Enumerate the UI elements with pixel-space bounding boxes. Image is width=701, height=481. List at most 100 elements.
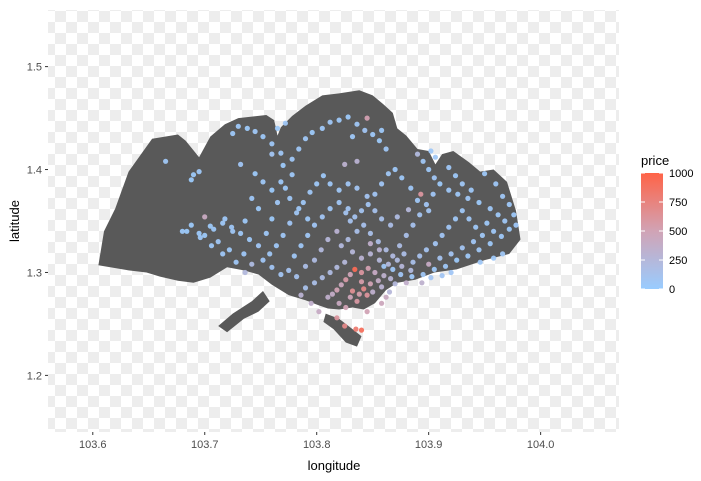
data-point: [342, 323, 348, 329]
data-point: [244, 125, 250, 131]
legend-tick-label: 750: [669, 197, 687, 209]
points-layer: [163, 114, 519, 333]
data-point: [399, 175, 405, 181]
data-point: [506, 226, 512, 232]
data-point: [280, 232, 286, 238]
data-point: [381, 263, 387, 269]
legend-ticks: 0 250 500 750 1000: [641, 168, 693, 296]
legend-tick-label: 500: [669, 226, 687, 238]
data-point: [354, 228, 360, 234]
data-point: [345, 181, 351, 187]
data-point: [390, 253, 396, 259]
data-point: [358, 269, 365, 276]
data-point: [298, 292, 304, 298]
x-axis-title: longitude: [308, 458, 361, 473]
data-point: [367, 241, 373, 247]
data-point: [235, 123, 241, 129]
data-point: [365, 265, 371, 271]
legend-tick-label: 1000: [669, 168, 693, 180]
data-point: [230, 130, 236, 137]
data-point: [347, 218, 353, 224]
data-point: [477, 259, 483, 265]
legend-tick-label: 250: [669, 255, 687, 267]
data-point: [311, 222, 318, 228]
data-point: [468, 187, 474, 193]
data-point: [448, 251, 454, 257]
data-point: [238, 230, 244, 236]
data-point: [466, 216, 472, 222]
data-point: [354, 185, 360, 191]
data-point: [208, 243, 215, 249]
data-point: [423, 247, 429, 253]
data-point: [511, 212, 517, 218]
data-point: [430, 191, 436, 197]
data-point: [327, 181, 333, 187]
data-point: [334, 228, 340, 234]
data-point: [358, 327, 365, 333]
data-point: [207, 223, 213, 229]
data-point: [338, 243, 344, 249]
data-point: [249, 195, 255, 201]
y-tick-label: 1.4: [27, 165, 42, 177]
data-point: [296, 206, 302, 212]
data-point: [364, 193, 370, 199]
x-tick-label: 104.0: [527, 439, 555, 451]
data-point: [238, 161, 244, 167]
x-tick-label: 103.7: [191, 439, 219, 451]
data-point: [379, 216, 385, 222]
data-point: [379, 300, 385, 306]
data-point: [296, 146, 302, 152]
data-point: [319, 214, 325, 220]
plot-panel: [48, 10, 619, 432]
data-point: [426, 166, 432, 173]
data-point: [352, 266, 358, 272]
data-point: [343, 210, 349, 216]
data-point: [336, 187, 342, 193]
data-point: [401, 251, 407, 257]
data-point: [392, 166, 398, 173]
data-point: [367, 251, 373, 257]
data-point: [375, 239, 381, 245]
data-point: [342, 161, 348, 167]
data-point: [358, 255, 365, 261]
data-point: [392, 281, 398, 287]
data-point: [343, 304, 349, 311]
data-point: [342, 259, 348, 265]
data-point: [420, 158, 426, 164]
data-point: [431, 175, 437, 181]
data-point: [196, 169, 202, 175]
data-point: [329, 291, 335, 297]
data-point: [196, 230, 202, 236]
data-point: [446, 187, 452, 193]
data-point: [202, 232, 208, 238]
y-axis: 1.2 1.3 1.4 1.5: [27, 62, 48, 382]
data-point: [367, 281, 373, 287]
data-point: [476, 247, 482, 253]
data-point: [465, 253, 471, 259]
data-point: [500, 251, 506, 257]
data-point: [202, 214, 208, 220]
data-point: [302, 263, 309, 269]
data-point: [506, 201, 512, 208]
data-point: [482, 171, 488, 177]
data-point: [414, 151, 421, 157]
legend-colorbar: [641, 173, 663, 289]
data-point: [345, 236, 351, 243]
data-point: [376, 257, 382, 263]
data-point: [495, 212, 501, 218]
data-point: [361, 222, 367, 228]
data-point: [397, 243, 403, 249]
legend-title: price: [641, 153, 669, 168]
legend-tick-label: 0: [669, 284, 675, 296]
data-point: [338, 282, 344, 288]
data-point: [388, 222, 394, 228]
data-point: [345, 114, 351, 120]
data-point: [403, 232, 409, 238]
data-point: [417, 212, 423, 218]
data-point: [470, 239, 477, 245]
data-point: [294, 274, 300, 280]
data-point: [327, 206, 333, 212]
data-point: [280, 162, 286, 168]
data-point: [252, 171, 258, 177]
